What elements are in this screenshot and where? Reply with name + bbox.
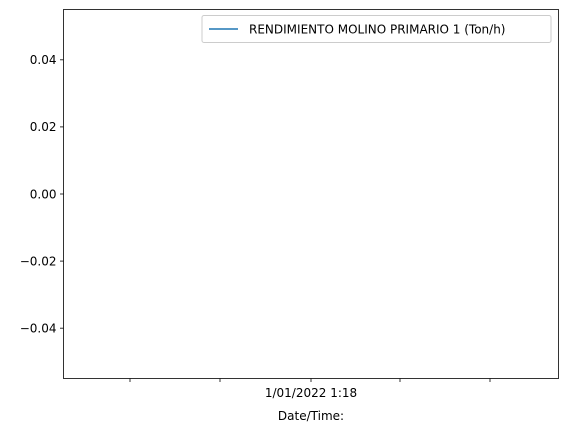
y-tick-label: −0.02 (20, 254, 57, 268)
y-axis: 0.04 0.02 0.00 −0.02 −0.04 (20, 53, 64, 335)
y-tick-label: −0.04 (20, 321, 57, 335)
y-tick-label: 0.04 (30, 53, 57, 67)
x-axis: 1/01/2022 1:18 (129, 378, 491, 400)
y-tick-label: 0.02 (30, 120, 57, 134)
legend-label: RENDIMIENTO MOLINO PRIMARIO 1 (Ton/h) (249, 23, 506, 37)
legend-box (201, 15, 552, 43)
x-axis-label: Date/Time: (278, 409, 344, 423)
legend[interactable]: RENDIMIENTO MOLINO PRIMARIO 1 (Ton/h) (201, 15, 552, 43)
plot-area (63, 9, 559, 379)
y-tick-label: 0.00 (30, 187, 57, 201)
x-tick-label: 1/01/2022 1:18 (265, 386, 357, 400)
